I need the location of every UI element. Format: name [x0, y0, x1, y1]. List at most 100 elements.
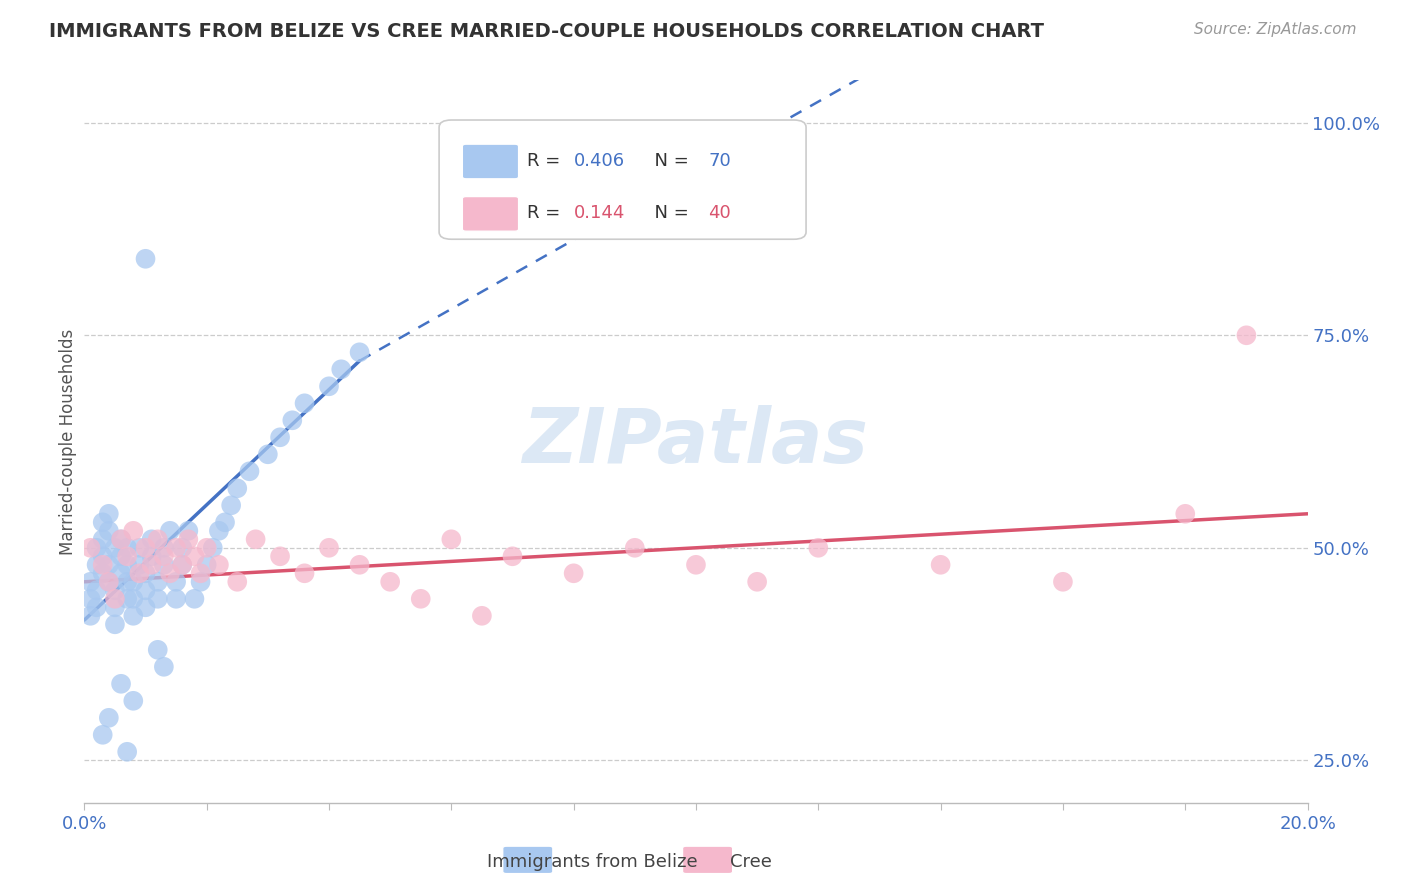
Point — [122, 608, 145, 623]
Point — [135, 600, 157, 615]
Point — [97, 524, 120, 538]
Point — [159, 524, 181, 538]
Point — [318, 379, 340, 393]
Point — [91, 533, 114, 547]
Text: 0.406: 0.406 — [574, 152, 624, 169]
Point — [141, 558, 163, 572]
FancyBboxPatch shape — [463, 145, 519, 178]
Point — [79, 574, 101, 589]
Point — [79, 608, 101, 623]
Point — [135, 566, 157, 581]
Point — [190, 574, 212, 589]
Point — [195, 541, 218, 555]
Point — [91, 558, 114, 572]
Point — [201, 541, 224, 555]
Text: ZIPatlas: ZIPatlas — [523, 405, 869, 478]
Point — [104, 541, 127, 555]
Point — [79, 541, 101, 555]
Point — [1052, 574, 1074, 589]
Point — [110, 533, 132, 547]
Text: Cree: Cree — [730, 854, 772, 871]
Text: 70: 70 — [709, 152, 731, 169]
Point — [135, 583, 157, 598]
Point — [165, 574, 187, 589]
Point — [195, 558, 218, 572]
Point — [177, 524, 200, 538]
Point — [91, 516, 114, 530]
Point — [380, 574, 402, 589]
Point — [318, 541, 340, 555]
Point — [177, 533, 200, 547]
Point — [122, 524, 145, 538]
Point — [281, 413, 304, 427]
Point — [122, 694, 145, 708]
Point — [97, 574, 120, 589]
Point — [245, 533, 267, 547]
Point — [128, 541, 150, 555]
Point — [807, 541, 830, 555]
Point — [238, 464, 260, 478]
Point — [747, 574, 769, 589]
Point — [141, 533, 163, 547]
Point — [115, 558, 138, 572]
Point — [91, 728, 114, 742]
Point — [97, 711, 120, 725]
Text: N =: N = — [644, 204, 695, 222]
Point — [269, 549, 291, 564]
Text: Immigrants from Belize: Immigrants from Belize — [486, 854, 697, 871]
Point — [409, 591, 432, 606]
Point — [122, 591, 145, 606]
Point — [685, 558, 707, 572]
FancyBboxPatch shape — [682, 847, 733, 873]
Point — [294, 396, 316, 410]
Y-axis label: Married-couple Households: Married-couple Households — [59, 328, 77, 555]
Point — [294, 566, 316, 581]
Point — [471, 608, 494, 623]
Point — [1174, 507, 1197, 521]
Point — [141, 549, 163, 564]
Point — [104, 600, 127, 615]
Point — [86, 558, 108, 572]
Text: Source: ZipAtlas.com: Source: ZipAtlas.com — [1194, 22, 1357, 37]
Point — [86, 541, 108, 555]
Point — [97, 574, 120, 589]
Point — [86, 600, 108, 615]
Point — [115, 574, 138, 589]
Point — [929, 558, 952, 572]
Point — [91, 549, 114, 564]
Point — [153, 549, 176, 564]
Point — [165, 591, 187, 606]
Point — [190, 566, 212, 581]
Point — [153, 558, 176, 572]
Point — [624, 541, 647, 555]
Point — [110, 549, 132, 564]
Text: R =: R = — [527, 152, 567, 169]
Point — [104, 617, 127, 632]
Point — [165, 541, 187, 555]
Point — [269, 430, 291, 444]
Point — [110, 566, 132, 581]
Point — [97, 558, 120, 572]
Text: IMMIGRANTS FROM BELIZE VS CREE MARRIED-COUPLE HOUSEHOLDS CORRELATION CHART: IMMIGRANTS FROM BELIZE VS CREE MARRIED-C… — [49, 22, 1045, 41]
Point — [153, 541, 176, 555]
Point — [183, 591, 205, 606]
Point — [153, 660, 176, 674]
Point — [226, 574, 249, 589]
Text: 40: 40 — [709, 204, 731, 222]
Point — [115, 591, 138, 606]
Point — [349, 558, 371, 572]
Point — [122, 574, 145, 589]
Text: R =: R = — [527, 204, 567, 222]
Point — [226, 481, 249, 495]
Point — [104, 583, 127, 598]
Point — [115, 745, 138, 759]
Point — [159, 566, 181, 581]
Point — [115, 549, 138, 564]
Point — [172, 558, 194, 572]
Point — [110, 677, 132, 691]
Point — [110, 533, 132, 547]
Point — [91, 566, 114, 581]
Point — [146, 533, 169, 547]
Point — [1236, 328, 1258, 343]
Point — [502, 549, 524, 564]
